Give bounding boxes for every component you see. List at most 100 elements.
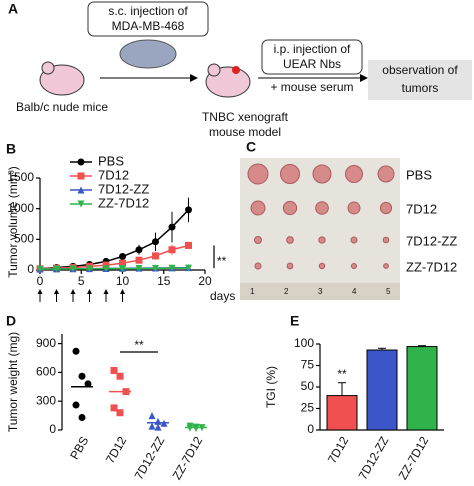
bar — [326, 395, 358, 431]
injection-arrow-head — [120, 289, 125, 294]
tumor — [315, 201, 329, 215]
marker — [36, 265, 44, 273]
row-label: PBS — [406, 167, 432, 182]
marker — [185, 264, 192, 272]
tumor — [383, 263, 389, 269]
x-tick-label: 20 — [198, 274, 212, 288]
tumor — [347, 201, 361, 215]
panel-label: E — [290, 313, 299, 329]
marker — [168, 246, 176, 254]
x-axis-label: days — [210, 289, 235, 303]
x-tick-label: 0 — [37, 274, 44, 288]
tumor — [247, 163, 269, 185]
tumor — [250, 200, 266, 216]
result-text: observation of — [382, 63, 458, 77]
step-box — [261, 39, 363, 75]
step-text: + mouse serum — [270, 80, 353, 94]
y-tick-label: 1500 — [7, 170, 34, 184]
step-text: MDA-MB-468 — [112, 19, 185, 33]
x-tick-label: 10 — [116, 274, 130, 288]
ruler — [240, 283, 400, 300]
tumor — [286, 236, 294, 244]
marker — [78, 372, 86, 380]
step-text: i.p. injection of — [274, 42, 351, 56]
x-tick-label: 7D12-ZZ — [356, 434, 392, 482]
legend-label: 7D12 — [98, 167, 129, 182]
marker — [77, 158, 85, 166]
injection-arrow-head — [103, 289, 109, 294]
injection-arrow-head — [54, 289, 59, 294]
x-tick-label: 7D12-ZZ — [132, 434, 168, 482]
marker — [135, 256, 143, 264]
y-tick-label: 0 — [49, 422, 56, 436]
tumor — [282, 200, 298, 216]
annotation: ** — [337, 367, 347, 381]
row-label: 7D12-ZZ — [406, 233, 457, 248]
cell-dish — [119, 39, 177, 69]
y-tick-label: 900 — [36, 336, 56, 350]
step-text: s.c. injection of — [108, 4, 188, 18]
legend-label: PBS — [98, 153, 124, 168]
step-text: UEAR Nbs — [283, 57, 341, 71]
ruler-label: 3 — [318, 287, 323, 296]
marker — [135, 246, 143, 254]
marker — [185, 206, 192, 214]
annotation: ** — [217, 254, 227, 268]
panel-label: A — [8, 1, 18, 17]
caption: TNBC xenograft — [202, 110, 289, 124]
x-tick-label: 7D12 — [325, 434, 352, 466]
marker — [152, 264, 159, 272]
y-axis-label: Tumor volume (mm³) — [6, 166, 20, 278]
marker — [168, 264, 176, 272]
marker — [152, 252, 159, 260]
marker — [168, 223, 176, 231]
x-tick-label: PBS — [67, 434, 91, 462]
marker — [72, 401, 80, 409]
step-box — [87, 1, 209, 37]
tumor — [382, 236, 390, 244]
mouse-ear — [41, 61, 55, 75]
marker — [116, 409, 124, 417]
y-tick-label: 500 — [14, 232, 34, 246]
marker — [154, 423, 162, 431]
tumor — [377, 165, 395, 183]
ruler-label: 2 — [284, 287, 289, 296]
series-line — [39, 209, 190, 270]
y-tick-label: 300 — [36, 393, 56, 407]
panel-label: D — [6, 313, 16, 329]
marker — [185, 241, 192, 249]
arrow-head — [190, 74, 198, 82]
ruler-label: 5 — [386, 287, 391, 296]
x-tick-label: 5 — [78, 274, 85, 288]
marker — [78, 414, 86, 422]
y-tick-label: 75 — [301, 358, 315, 372]
y-tick-label: 50 — [301, 379, 315, 393]
marker — [135, 264, 143, 272]
y-tick-label: 25 — [301, 401, 315, 415]
injection-arrow-head — [37, 289, 43, 294]
ruler-label: 4 — [352, 287, 357, 296]
marker — [77, 200, 85, 208]
injection-arrow-head — [87, 289, 92, 294]
result-text: tumors — [402, 81, 439, 95]
tumor — [254, 236, 262, 244]
row-label: 7D12 — [406, 201, 437, 216]
marker — [72, 347, 80, 355]
y-axis-label: Tumor weight (mg) — [6, 332, 20, 432]
result-box — [368, 60, 472, 100]
injection-arrow-head — [70, 289, 76, 294]
marker — [84, 380, 92, 388]
marker — [77, 172, 85, 180]
caption: Balb/c nude mice — [16, 100, 108, 114]
x-tick-label: ZZ-7D12 — [170, 434, 206, 482]
marker — [110, 366, 118, 374]
tumor — [254, 262, 262, 270]
panel-label: C — [246, 139, 256, 155]
tumor — [345, 165, 363, 183]
row-label: ZZ-7D12 — [406, 259, 457, 274]
tumor — [350, 236, 358, 244]
marker — [102, 265, 110, 273]
marker — [53, 265, 60, 273]
series-line — [39, 244, 189, 270]
